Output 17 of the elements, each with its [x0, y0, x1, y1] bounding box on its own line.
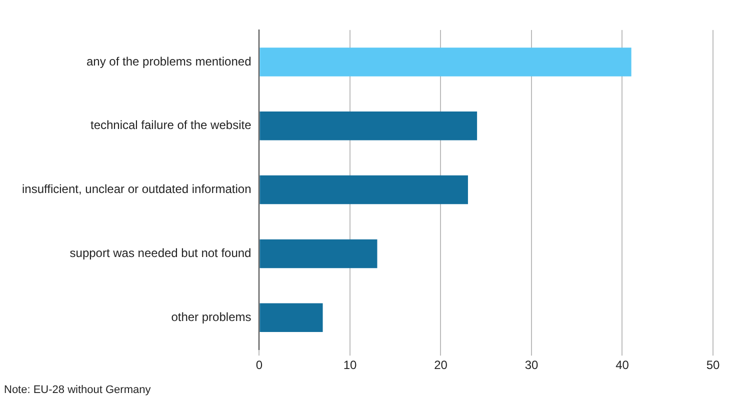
y-tick-label: other problems	[171, 310, 252, 324]
x-tick-label: 50	[706, 358, 720, 372]
y-tick-label: technical failure of the website	[90, 118, 252, 132]
y-tick-label: support was needed but not found	[70, 246, 252, 260]
y-tick-label: any of the problems mentioned	[86, 54, 252, 68]
x-tick-label: 40	[616, 358, 630, 372]
x-tick-label: 0	[256, 358, 263, 372]
bar	[260, 48, 632, 76]
x-tick-label: 30	[524, 358, 538, 372]
x-tick-label: 10	[343, 358, 357, 372]
bar	[260, 112, 478, 140]
bar	[260, 239, 378, 268]
x-tick-label: 20	[434, 358, 448, 372]
y-tick-label: insufficient, unclear or outdated information	[22, 182, 252, 196]
text: Note: EU-28 without Germany	[4, 384, 151, 396]
bar	[260, 175, 468, 204]
bar	[260, 303, 323, 332]
